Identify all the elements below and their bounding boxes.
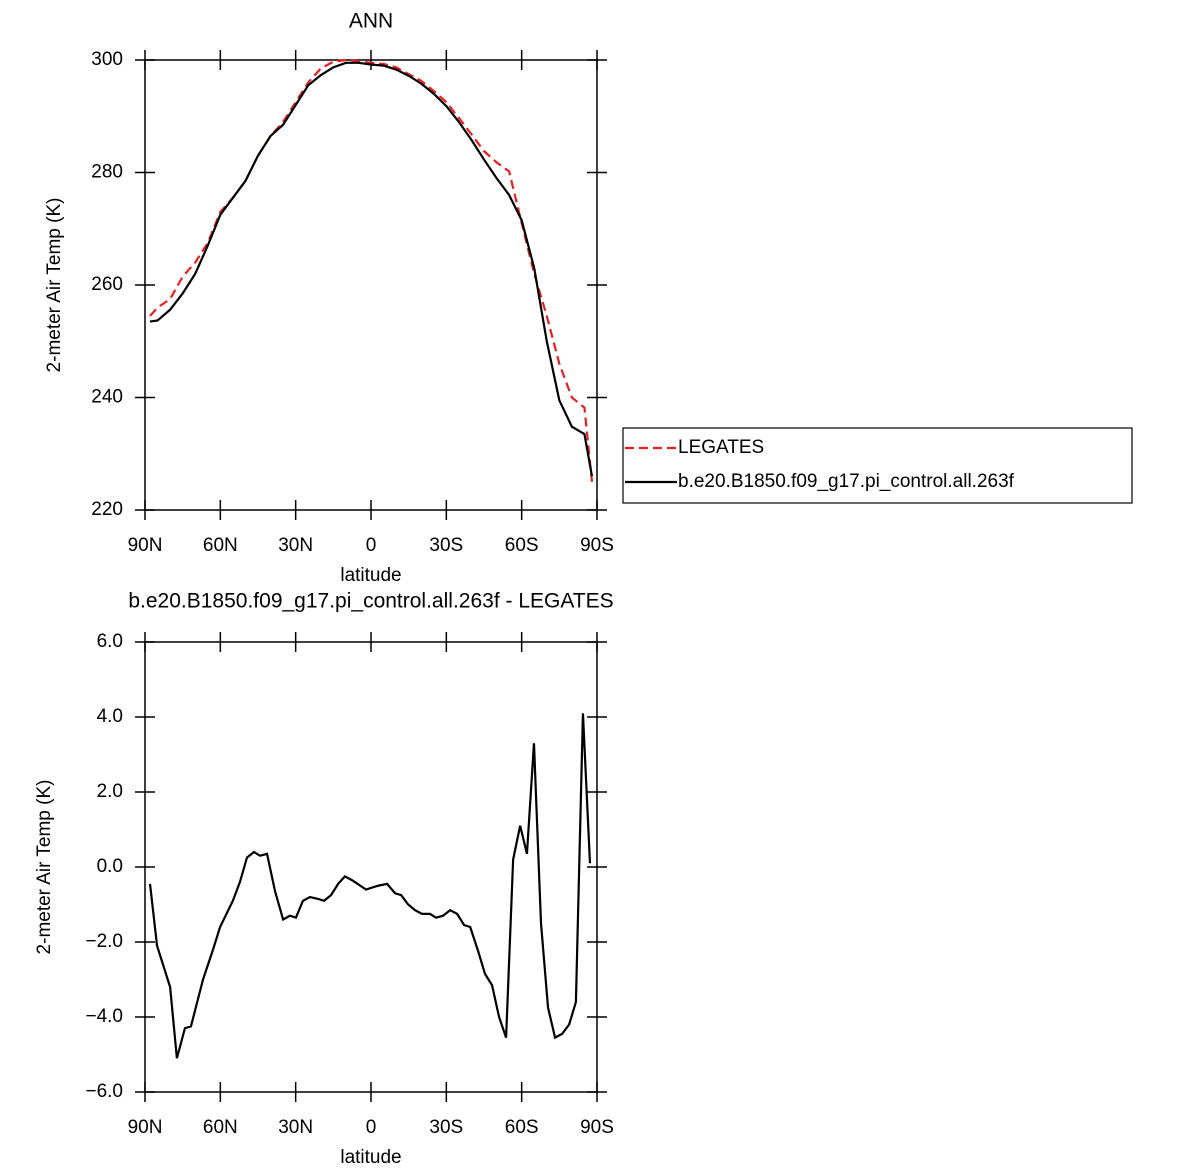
plot-frame bbox=[144, 641, 598, 1093]
y-tick-label: 300 bbox=[91, 49, 123, 70]
legend-label: LEGATES bbox=[678, 437, 764, 458]
y-tick-label: 4.0 bbox=[97, 706, 123, 727]
x-tick-label: 90N bbox=[128, 1117, 163, 1138]
y-tick-label: 2.0 bbox=[97, 781, 123, 802]
data-line bbox=[148, 713, 592, 1059]
x-tick-label: 60N bbox=[203, 1117, 238, 1138]
y-tick-label: 260 bbox=[91, 274, 123, 295]
x-tick-label: 0 bbox=[366, 535, 377, 556]
y-axis-label: 2-meter Air Temp (K) bbox=[34, 780, 55, 955]
y-tick-label: 6.0 bbox=[97, 631, 123, 652]
x-tick-label: 30S bbox=[429, 1117, 463, 1138]
chart-title: ANN bbox=[349, 10, 393, 33]
x-tick-label: 30N bbox=[278, 535, 313, 556]
x-axis-label: latitude bbox=[340, 1147, 401, 1168]
y-tick-label: 0.0 bbox=[97, 856, 123, 877]
x-tick-label: 0 bbox=[366, 1117, 377, 1138]
legend-label: b.e20.B1850.f09_g17.pi_control.all.263f bbox=[678, 471, 1015, 492]
x-tick-label: 90S bbox=[580, 535, 614, 556]
x-tick-label: 60S bbox=[505, 535, 539, 556]
chart-title: b.e20.B1850.f09_g17.pi_control.all.263f … bbox=[128, 590, 613, 613]
x-tick-label: 60N bbox=[203, 535, 238, 556]
x-tick-label: 60S bbox=[505, 1117, 539, 1138]
x-tick-label: 90S bbox=[580, 1117, 614, 1138]
data-line bbox=[149, 61, 594, 477]
y-tick-label: −4.0 bbox=[85, 1006, 123, 1027]
y-tick-label: 240 bbox=[91, 387, 123, 408]
data-line bbox=[149, 58, 594, 482]
x-tick-label: 30N bbox=[278, 1117, 313, 1138]
y-tick-label: 220 bbox=[91, 499, 123, 520]
y-axis-label: 2-meter Air Temp (K) bbox=[44, 198, 65, 373]
x-tick-label: 90N bbox=[128, 535, 163, 556]
legend-box bbox=[622, 427, 1133, 504]
x-axis-label: latitude bbox=[340, 565, 401, 586]
y-tick-label: 280 bbox=[91, 162, 123, 183]
plot-frame bbox=[144, 59, 598, 511]
x-tick-label: 30S bbox=[429, 535, 463, 556]
y-tick-label: −6.0 bbox=[85, 1081, 123, 1102]
y-tick-label: −2.0 bbox=[85, 931, 123, 952]
